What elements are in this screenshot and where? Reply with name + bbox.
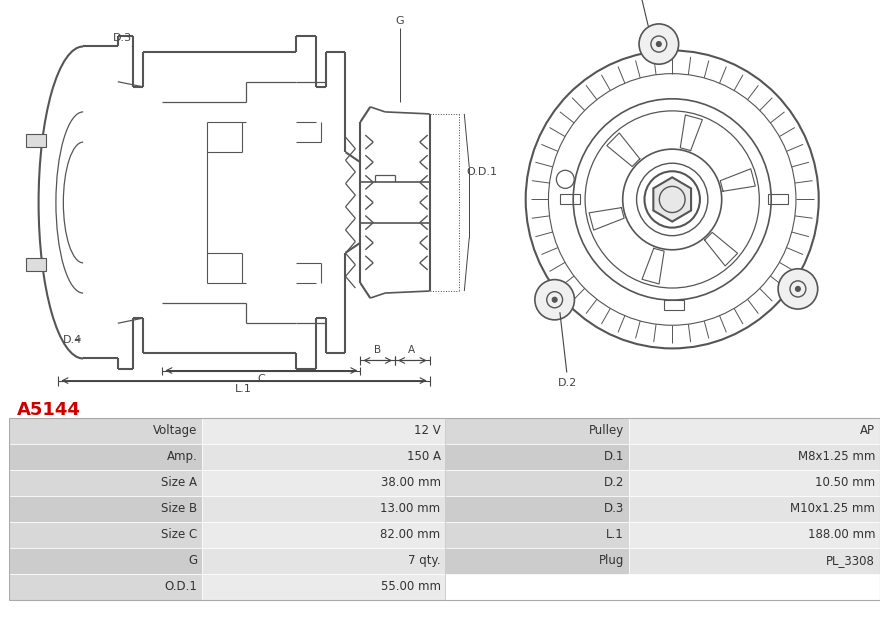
Bar	[629, 417, 880, 444]
Bar	[203, 574, 445, 600]
Bar	[445, 417, 629, 444]
Circle shape	[778, 269, 818, 309]
Text: Amp.: Amp.	[166, 450, 197, 463]
Circle shape	[796, 287, 800, 292]
Text: D.1: D.1	[593, 0, 648, 26]
Bar	[26, 258, 45, 271]
Bar	[203, 548, 445, 574]
Text: G: G	[188, 554, 197, 568]
Circle shape	[639, 24, 678, 64]
Text: M8x1.25 mm: M8x1.25 mm	[797, 450, 875, 463]
Bar	[9, 574, 203, 600]
Text: Voltage: Voltage	[153, 424, 197, 437]
Text: D.2: D.2	[558, 313, 578, 388]
Bar	[445, 548, 629, 574]
Text: D.3: D.3	[604, 502, 624, 515]
Text: 12 V: 12 V	[413, 424, 441, 437]
Bar	[9, 417, 203, 444]
Bar	[445, 522, 629, 548]
Text: O.D.1: O.D.1	[164, 581, 197, 594]
Circle shape	[656, 42, 661, 47]
Bar	[203, 417, 445, 444]
Text: A5144: A5144	[17, 401, 81, 419]
Bar	[203, 470, 445, 496]
Circle shape	[552, 297, 557, 302]
Bar	[629, 444, 880, 470]
Text: 188.00 mm: 188.00 mm	[807, 528, 875, 541]
Bar	[9, 496, 203, 522]
Text: G: G	[396, 16, 404, 26]
Text: M10x1.25 mm: M10x1.25 mm	[790, 502, 875, 515]
Bar	[445, 444, 629, 470]
Circle shape	[535, 280, 574, 320]
Text: D.1: D.1	[604, 450, 624, 463]
Bar	[26, 134, 45, 147]
Bar	[629, 470, 880, 496]
Polygon shape	[653, 178, 691, 222]
Bar	[9, 444, 203, 470]
Text: AP: AP	[861, 424, 875, 437]
Text: B: B	[373, 345, 380, 356]
Text: 38.00 mm: 38.00 mm	[380, 476, 441, 489]
Bar	[445, 470, 629, 496]
Text: 82.00 mm: 82.00 mm	[380, 528, 441, 541]
Text: Pulley: Pulley	[589, 424, 624, 437]
Bar	[9, 548, 203, 574]
Bar	[664, 300, 685, 310]
Text: PL_3308: PL_3308	[826, 554, 875, 568]
Text: D.2: D.2	[604, 476, 624, 489]
Text: L.1: L.1	[235, 384, 252, 394]
Bar	[203, 444, 445, 470]
Text: D.4: D.4	[63, 335, 83, 345]
Bar	[9, 470, 203, 496]
Bar	[768, 194, 788, 204]
Text: Size C: Size C	[161, 528, 197, 541]
Bar	[560, 194, 581, 204]
Bar	[629, 496, 880, 522]
Text: Plug: Plug	[598, 554, 624, 568]
Bar	[629, 522, 880, 548]
Text: C: C	[258, 374, 265, 384]
Text: D.3: D.3	[113, 34, 132, 47]
Text: 7 qty.: 7 qty.	[408, 554, 441, 568]
Bar	[445, 496, 629, 522]
Bar	[9, 522, 203, 548]
Text: O.D.1: O.D.1	[466, 168, 497, 178]
Bar	[203, 522, 445, 548]
Text: L.1: L.1	[606, 528, 624, 541]
Text: 10.50 mm: 10.50 mm	[815, 476, 875, 489]
Text: A: A	[408, 345, 415, 356]
Bar	[203, 496, 445, 522]
Text: 13.00 mm: 13.00 mm	[380, 502, 441, 515]
Bar	[629, 548, 880, 574]
Text: 55.00 mm: 55.00 mm	[380, 581, 441, 594]
Text: Size B: Size B	[161, 502, 197, 515]
Text: Size A: Size A	[162, 476, 197, 489]
Text: 150 A: 150 A	[406, 450, 441, 463]
